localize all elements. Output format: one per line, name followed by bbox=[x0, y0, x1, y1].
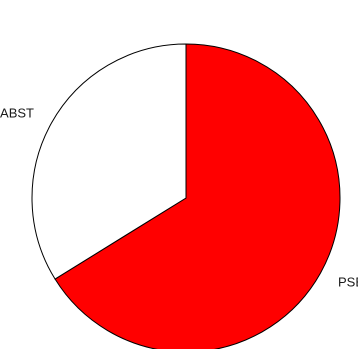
pie-slice-pse bbox=[54, 43, 341, 349]
pie-label-abst: ABST bbox=[0, 105, 34, 120]
pie-labels: PSE ABST bbox=[0, 105, 358, 289]
pie-label-pse: PSE bbox=[338, 275, 358, 290]
pie-slice-abst bbox=[31, 43, 187, 280]
pie-slices bbox=[31, 43, 341, 349]
